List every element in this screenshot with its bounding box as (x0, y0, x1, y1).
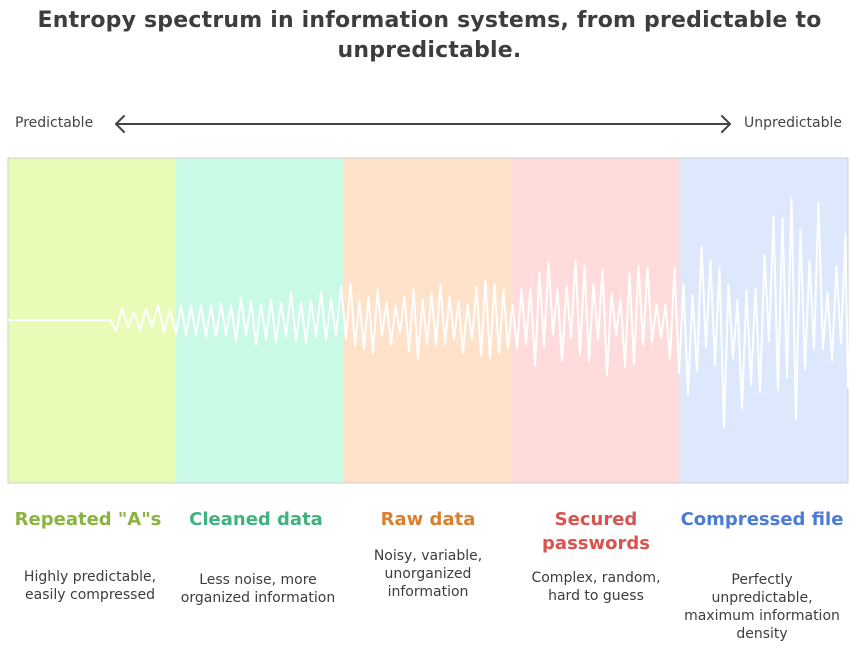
axis-label-unpredictable: Unpredictable (744, 115, 842, 131)
column-desc-secured-passwords: Complex, random, hard to guess (531, 570, 661, 604)
entropy-waveform (8, 196, 849, 428)
column-title-cleaned-data: Cleaned data (189, 509, 323, 530)
band-cleaned-data (176, 158, 344, 483)
column-title-compressed-file: Compressed file (680, 509, 844, 530)
band-raw-data (344, 158, 512, 483)
spectrum-arrow (115, 115, 731, 133)
column-desc-repeated-as: Highly predictable, easily compressed (23, 569, 157, 603)
column-desc-raw-data: Noisy, variable, unorganized information (373, 548, 483, 600)
column-title-secured-passwords: Secured passwords (542, 509, 650, 554)
page-title: Entropy spectrum in information systems,… (37, 8, 822, 63)
axis-label-predictable: Predictable (15, 115, 94, 131)
column-desc-compressed-file: Perfectly unpredictable, maximum informa… (684, 572, 840, 642)
column-title-repeated-as: Repeated "A"s (14, 509, 162, 530)
column-desc-cleaned-data: Less noise, more organized information (180, 572, 336, 606)
column-title-raw-data: Raw data (380, 509, 476, 530)
